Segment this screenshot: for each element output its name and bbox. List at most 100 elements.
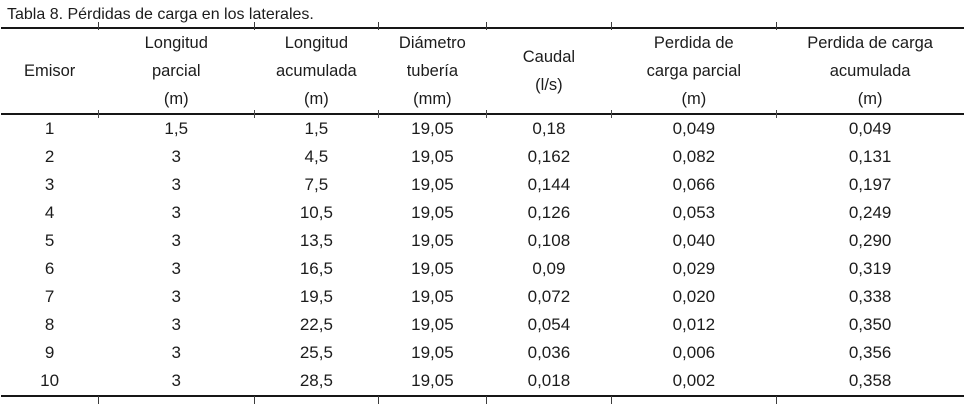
table-cell: 16,5 xyxy=(299,259,333,278)
column-header: Perdida de carga acumulada (m) xyxy=(807,34,933,108)
table-cell: 19,05 xyxy=(411,175,454,194)
table-cell: 3 xyxy=(171,203,181,222)
table-cell: 19,05 xyxy=(411,315,454,334)
table-cell: 0,338 xyxy=(848,287,892,306)
table-cell: 3 xyxy=(171,315,181,334)
column-boundary-tick xyxy=(254,396,256,404)
table-cell: 1 xyxy=(44,119,55,138)
column-boundary-tick xyxy=(254,110,256,118)
column-boundary-tick xyxy=(98,396,100,404)
table-cell: 19,05 xyxy=(411,203,454,222)
table-row: 9 3 25,5 19,05 0,036 0,006 0,356 xyxy=(1,339,964,367)
table-cell: 3 xyxy=(171,175,181,194)
table-cell: 0,18 xyxy=(532,119,566,138)
column-boundary-tick xyxy=(377,110,379,118)
table-cell: 22,5 xyxy=(299,315,333,334)
table-row: 3 3 7,5 19,05 0,144 0,066 0,197 xyxy=(1,171,964,199)
table-cell: 19,05 xyxy=(411,231,454,250)
table-row: 10 3 28,5 19,05 0,018 0,002 0,358 xyxy=(1,367,964,396)
table-cell: 0,350 xyxy=(848,315,892,334)
table-cell: 0,066 xyxy=(672,175,716,194)
table-cell: 1,5 xyxy=(304,119,329,138)
column-boundary-tick xyxy=(776,110,778,118)
table-cell: 0,054 xyxy=(527,315,571,334)
table-cell: 19,05 xyxy=(411,371,454,390)
table-cell: 0,356 xyxy=(848,343,892,362)
column-boundary-tick xyxy=(610,396,612,404)
column-header: Longitud acumulada (m) xyxy=(275,34,357,108)
column-boundary-tick xyxy=(486,396,488,404)
table-cell: 19,05 xyxy=(411,343,454,362)
table-cell: 10 xyxy=(40,371,60,390)
column-boundary-tick xyxy=(377,22,379,30)
table-cell: 3 xyxy=(171,259,181,278)
column-boundary-tick xyxy=(254,22,256,30)
table-cell: 0,358 xyxy=(848,371,892,390)
table-cell: 0,053 xyxy=(672,203,716,222)
column-boundary-tick xyxy=(610,110,612,118)
table-cell: 3 xyxy=(171,287,181,306)
table-cell: 19,05 xyxy=(411,147,454,166)
table-cell: 4,5 xyxy=(304,147,329,166)
column-boundary-tick xyxy=(98,22,100,30)
table-cell: 0,108 xyxy=(527,231,571,250)
table-cell: 0,319 xyxy=(848,259,892,278)
table-cell: 3 xyxy=(171,147,181,166)
table-cell: 1,5 xyxy=(164,119,189,138)
table-cell: 0,018 xyxy=(527,371,571,390)
column-boundary-tick xyxy=(98,110,100,118)
table-row: 7 3 19,5 19,05 0,072 0,020 0,338 xyxy=(1,283,964,311)
table-cell: 0,162 xyxy=(527,147,571,166)
table-row: 8 3 22,5 19,05 0,054 0,012 0,350 xyxy=(1,311,964,339)
table-cell: 0,040 xyxy=(672,231,716,250)
column-boundary-tick xyxy=(776,396,778,404)
table-cell: 0,249 xyxy=(848,203,892,222)
table-cell: 0,029 xyxy=(672,259,716,278)
table-cell: 6 xyxy=(44,259,55,278)
column-header: Emisor xyxy=(23,62,76,80)
table-cell: 13,5 xyxy=(299,231,333,250)
table-body: 1 1,5 1,5 19,05 0,18 0,049 0,049 2 3 4,5 19,05 0,16… xyxy=(1,114,964,396)
table-cell: 3 xyxy=(171,231,181,250)
table-cell: 0,049 xyxy=(848,119,892,138)
table-cell: 4 xyxy=(44,203,55,222)
column-boundary-tick xyxy=(610,22,612,30)
data-table: Emisor Longitud parcial (m) Longitud acumu… xyxy=(1,22,964,404)
table-title: Tabla 8. Pérdidas de carga en los latera… xyxy=(7,6,314,23)
table-cell: 25,5 xyxy=(299,343,333,362)
table-cell: 0,131 xyxy=(848,147,892,166)
column-header: Diámetro tubería (mm) xyxy=(398,34,466,108)
losses-table: Emisor Longitud parcial (m) Longitud acumu… xyxy=(1,27,964,397)
table-cell: 0,09 xyxy=(532,259,566,278)
table-cell: 3 xyxy=(171,343,181,362)
table-row: 5 3 13,5 19,05 0,108 0,040 0,290 xyxy=(1,227,964,255)
table-row: 1 1,5 1,5 19,05 0,18 0,049 0,049 xyxy=(1,114,964,143)
column-header: Caudal (l/s) xyxy=(522,48,576,94)
header-row: Emisor Longitud parcial (m) Longitud acumu… xyxy=(1,28,964,114)
table-cell: 19,05 xyxy=(411,119,454,138)
table-cell: 7 xyxy=(44,287,55,306)
table-cell: 19,5 xyxy=(299,287,333,306)
column-header: Longitud parcial (m) xyxy=(144,34,208,108)
table-cell: 3 xyxy=(171,371,181,390)
table-cell: 0,006 xyxy=(672,343,716,362)
table-cell: 19,05 xyxy=(411,287,454,306)
table-cell: 19,05 xyxy=(411,259,454,278)
table-cell: 0,049 xyxy=(672,119,716,138)
table-row: 4 3 10,5 19,05 0,126 0,053 0,249 xyxy=(1,199,964,227)
table-row: 2 3 4,5 19,05 0,162 0,082 0,131 xyxy=(1,143,964,171)
column-boundary-tick xyxy=(486,110,488,118)
table-cell: 0,072 xyxy=(527,287,571,306)
table-cell: 7,5 xyxy=(304,175,329,194)
table-cell: 0,082 xyxy=(672,147,716,166)
table-cell: 2 xyxy=(44,147,55,166)
table-cell: 0,036 xyxy=(527,343,571,362)
table-cell: 0,020 xyxy=(672,287,716,306)
table-cell: 5 xyxy=(44,231,55,250)
column-boundary-tick xyxy=(776,22,778,30)
table-cell: 0,290 xyxy=(848,231,892,250)
table-cell: 28,5 xyxy=(299,371,333,390)
table-cell: 9 xyxy=(44,343,55,362)
table-cell: 10,5 xyxy=(299,203,333,222)
